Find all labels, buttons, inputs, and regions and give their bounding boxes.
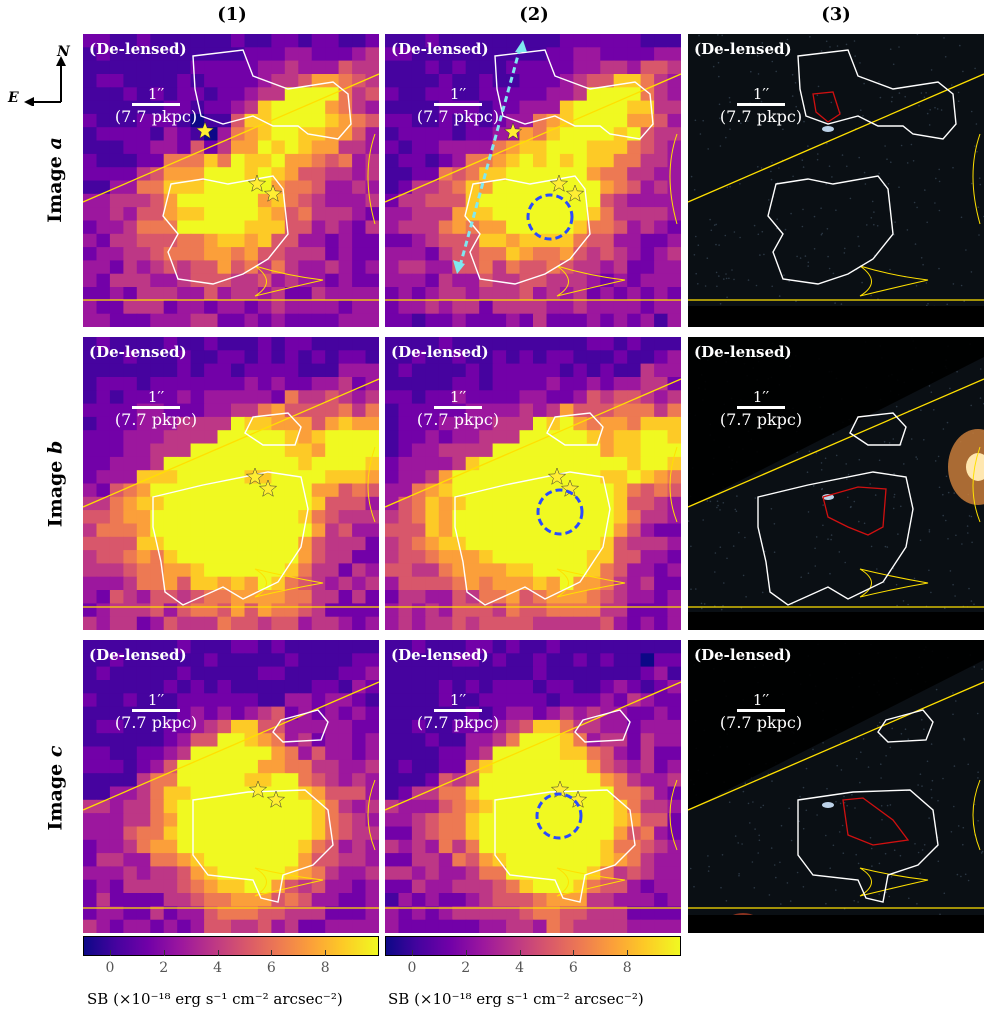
scale-bar-line [434, 406, 482, 409]
colorbar-2 [385, 936, 681, 956]
scale-kpc-label: (7.7 pkpc) [416, 107, 500, 126]
panel-tag: (De-lensed) [391, 343, 489, 361]
scale-bar-line [434, 709, 482, 712]
scale-bar: 1′′ (7.7 pkpc) [101, 692, 211, 732]
scale-arcsec-label: 1′′ [752, 691, 770, 709]
colorbar-tick-label: 8 [622, 960, 632, 976]
panel-tag: (De-lensed) [89, 40, 187, 58]
column-header-2: (2) [519, 4, 549, 25]
colorbar-tick-mark [411, 950, 413, 956]
scale-bar: 1′′ (7.7 pkpc) [403, 692, 513, 732]
scale-bar: 1′′ (7.7 pkpc) [403, 389, 513, 429]
panel-c-2: (De-lensed) 1′′ (7.7 pkpc) [385, 640, 681, 933]
scale-bar: 1′′ (7.7 pkpc) [403, 86, 513, 126]
scale-bar: 1′′ (7.7 pkpc) [706, 86, 816, 126]
scale-bar-line [132, 709, 180, 712]
row-label-b: Image b [44, 440, 66, 528]
colorbar-tick-mark [271, 950, 273, 956]
colorbar-tick-label: 6 [266, 960, 276, 976]
compass: N E [8, 44, 72, 107]
colorbar-tick-mark [627, 950, 629, 956]
panel-b-1: (De-lensed) 1′′ (7.7 pkpc) [83, 337, 379, 630]
scale-kpc-label: (7.7 pkpc) [114, 713, 198, 732]
scale-arcsec-label: 1′′ [752, 388, 770, 406]
panel-c-1: (De-lensed) 1′′ (7.7 pkpc) [83, 640, 379, 933]
panel-tag: (De-lensed) [694, 646, 792, 664]
colorbar-1 [83, 936, 379, 956]
column-header-3: (3) [821, 4, 851, 25]
compass-arrows-icon [24, 56, 66, 107]
row-label-a: Image a [44, 137, 67, 223]
panel-tag: (De-lensed) [89, 343, 187, 361]
colorbar-tick-label: 2 [461, 960, 471, 976]
colorbar-tick-label: 4 [213, 960, 222, 976]
scale-bar-line [132, 406, 180, 409]
panel-tag: (De-lensed) [391, 40, 489, 58]
panel-tag: (De-lensed) [694, 40, 792, 58]
colorbar-tick-label: 0 [105, 960, 115, 976]
colorbar-title-2: SB (×10⁻¹⁸ erg s⁻¹ cm⁻² arcsec⁻²) [388, 990, 644, 1008]
scale-kpc-label: (7.7 pkpc) [114, 107, 198, 126]
compass-east-label: E [8, 90, 19, 106]
colorbar-tick-mark [217, 950, 219, 956]
colorbar-tick-label: 4 [515, 960, 524, 976]
colorbar-tick-label: 6 [568, 960, 578, 976]
colorbar-tick-mark [109, 950, 111, 956]
scale-arcsec-label: 1′′ [449, 691, 467, 709]
panel-a-3: (De-lensed) 1′′ (7.7 pkpc) [688, 34, 984, 327]
panel-b-2: (De-lensed) 1′′ (7.7 pkpc) [385, 337, 681, 630]
scale-kpc-label: (7.7 pkpc) [719, 107, 803, 126]
panel-tag: (De-lensed) [391, 646, 489, 664]
scale-bar-line [434, 103, 482, 106]
panel-a-2: (De-lensed) 1′′ (7.7 pkpc) [385, 34, 681, 327]
panel-a-1: (De-lensed) 1′′ (7.7 pkpc) [83, 34, 379, 327]
scale-bar-line [737, 709, 785, 712]
colorbar-title-1: SB (×10⁻¹⁸ erg s⁻¹ cm⁻² arcsec⁻²) [87, 990, 343, 1008]
colorbar-tick-label: 8 [320, 960, 330, 976]
colorbar-tick-mark [573, 950, 575, 956]
scale-kpc-label: (7.7 pkpc) [416, 410, 500, 429]
scale-kpc-label: (7.7 pkpc) [719, 713, 803, 732]
compass-north-label: N [57, 44, 70, 60]
colorbar-tick-mark [465, 950, 467, 956]
panel-b-3: (De-lensed) 1′′ (7.7 pkpc) [688, 337, 984, 630]
scale-bar-line [132, 103, 180, 106]
colorbar-tick-mark [325, 950, 327, 956]
panel-tag: (De-lensed) [89, 646, 187, 664]
scale-bar: 1′′ (7.7 pkpc) [101, 86, 211, 126]
scale-arcsec-label: 1′′ [147, 85, 165, 103]
scale-arcsec-label: 1′′ [449, 388, 467, 406]
scale-arcsec-label: 1′′ [752, 85, 770, 103]
colorbar-tick-label: 0 [407, 960, 417, 976]
column-header-1: (1) [217, 4, 247, 25]
scale-bar-line [737, 103, 785, 106]
scale-arcsec-label: 1′′ [147, 691, 165, 709]
scale-bar: 1′′ (7.7 pkpc) [706, 389, 816, 429]
scale-kpc-label: (7.7 pkpc) [416, 713, 500, 732]
row-label-c: Image c [44, 745, 66, 831]
scale-bar-line [737, 406, 785, 409]
colorbar-tick-mark [519, 950, 521, 956]
scale-bar: 1′′ (7.7 pkpc) [101, 389, 211, 429]
scale-arcsec-label: 1′′ [147, 388, 165, 406]
panel-c-3: (De-lensed) 1′′ (7.7 pkpc) [688, 640, 984, 933]
colorbar-tick-mark [163, 950, 165, 956]
scale-bar: 1′′ (7.7 pkpc) [706, 692, 816, 732]
colorbar-tick-label: 2 [159, 960, 169, 976]
scale-kpc-label: (7.7 pkpc) [114, 410, 198, 429]
scale-arcsec-label: 1′′ [449, 85, 467, 103]
scale-kpc-label: (7.7 pkpc) [719, 410, 803, 429]
panel-tag: (De-lensed) [694, 343, 792, 361]
